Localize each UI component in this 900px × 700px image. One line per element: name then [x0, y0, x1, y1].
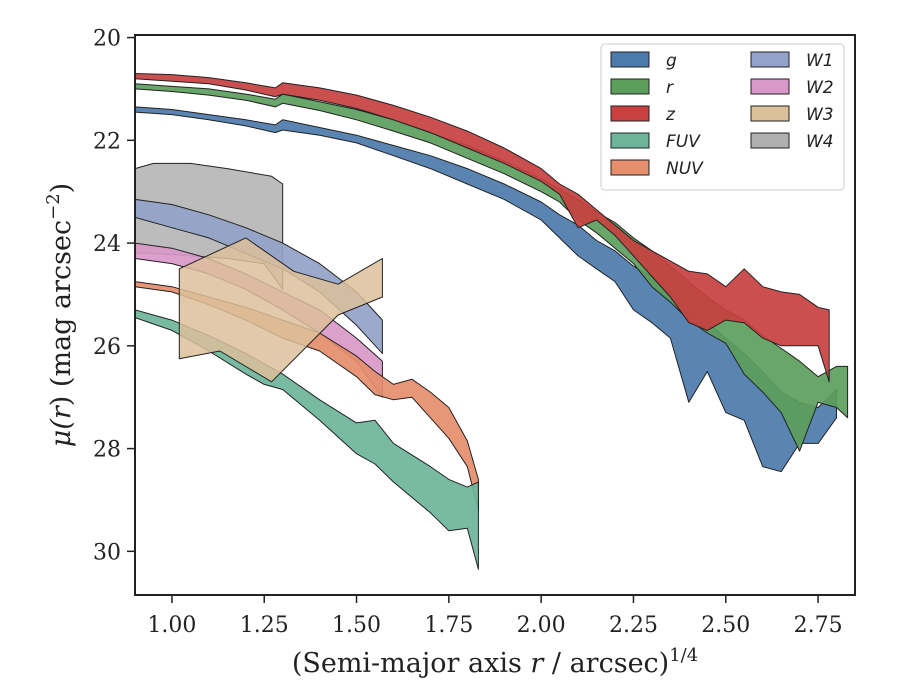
legend-swatch-g	[610, 51, 650, 68]
legend-swatch-r	[610, 78, 650, 95]
x-axis-label: (Semi-major axis r / arcsec)1/4	[292, 645, 698, 679]
legend-swatch-w1	[750, 51, 790, 68]
x-axis: 1.00 1.25 1.50 1.75 2.00 2.25 2.50 2.75	[147, 595, 843, 638]
y-tick-label: 28	[93, 438, 121, 463]
legend-swatch-w2	[750, 78, 790, 95]
band-w3	[178, 237, 383, 383]
x-tick-label: 1.25	[240, 613, 289, 638]
series-bands	[135, 73, 849, 570]
legend-label-r: r	[666, 78, 674, 98]
legend-label-w2: W2	[806, 78, 834, 98]
x-axis-label-var: r	[530, 648, 545, 679]
legend-label-fuv: FUV	[666, 132, 701, 152]
y-axis-label: μ(r) (mag arcsec−2)	[43, 183, 77, 447]
y-tick-label: 24	[93, 232, 121, 257]
y-axis-label-end: )	[46, 183, 77, 194]
y-tick-label: 26	[93, 335, 121, 360]
y-axis: 20 22 24 26 28 30	[93, 27, 135, 565]
plot-frame	[134, 34, 856, 596]
legend-label-w4: W4	[806, 132, 834, 152]
y-axis-label-var: r	[46, 404, 77, 419]
band-g	[135, 106, 837, 473]
legend-swatch-w3	[750, 105, 790, 122]
y-tick-label: 30	[93, 540, 121, 565]
x-axis-label-prefix: (Semi-major axis	[292, 648, 531, 679]
legend-swatch-w4	[750, 132, 790, 149]
x-tick-label: 2.00	[517, 613, 566, 638]
x-axis-label-sup: 1/4	[669, 645, 698, 666]
y-tick-label: 20	[93, 27, 121, 52]
legend-swatch-z	[610, 105, 650, 122]
legend-label-g: g	[666, 51, 677, 71]
band-w1	[135, 198, 383, 354]
legend-label-nuv: NUV	[666, 159, 704, 179]
x-tick-label: 2.50	[701, 613, 750, 638]
y-axis-label-sup: −2	[43, 193, 64, 220]
y-axis-label-mu: μ(	[46, 418, 77, 448]
y-axis-label-mid: ) (mag arcsec	[46, 220, 77, 406]
x-axis-label-suffix: / arcsec)	[543, 648, 669, 679]
x-tick-label: 2.75	[794, 613, 843, 638]
band-z	[135, 73, 830, 383]
x-tick-label: 2.25	[609, 613, 658, 638]
x-tick-label: 1.00	[147, 613, 196, 638]
legend: grz FUV NUV W1 W2 W3 W4	[600, 43, 845, 191]
x-tick-label: 1.50	[332, 613, 381, 638]
y-tick-label: 22	[93, 129, 121, 154]
legend-label-z: z	[665, 105, 676, 125]
legend-swatch-nuv	[610, 159, 650, 176]
legend-label-w1: W1	[806, 51, 834, 71]
x-tick-label: 1.75	[424, 613, 473, 638]
legend-label-w3: W3	[806, 105, 834, 125]
legend-swatch-fuv	[610, 132, 650, 149]
